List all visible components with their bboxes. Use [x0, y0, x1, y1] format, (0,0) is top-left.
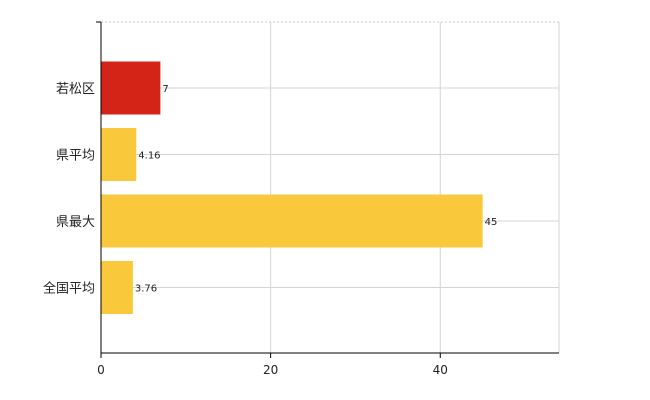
category-label-3: 全国平均	[43, 281, 95, 297]
category-label-1: 県平均	[56, 149, 95, 164]
category-label-0: 若松区	[56, 81, 95, 97]
x-tick-label-2: 40	[433, 363, 448, 377]
bar-1	[101, 128, 137, 181]
data-label-0: 7	[162, 84, 168, 95]
data-label-1: 4.16	[138, 151, 160, 162]
x-tick-label-1: 20	[263, 363, 278, 377]
bar-0	[101, 61, 161, 115]
bar-2	[101, 194, 483, 248]
data-label-2: 45	[485, 217, 498, 228]
category-label-2: 県最大	[56, 215, 95, 230]
data-label-3: 3.76	[135, 284, 157, 295]
x-tick-label-0: 0	[97, 363, 105, 377]
bar-3	[101, 261, 133, 314]
